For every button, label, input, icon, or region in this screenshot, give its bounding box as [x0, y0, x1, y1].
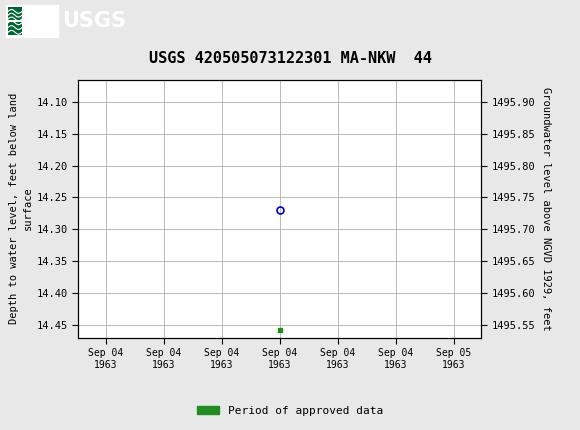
Y-axis label: Depth to water level, feet below land
surface: Depth to water level, feet below land su… — [9, 93, 32, 324]
Bar — [6, 5, 58, 37]
Text: USGS: USGS — [62, 11, 126, 31]
Bar — [8, 22, 22, 35]
Bar — [8, 6, 22, 20]
Text: USGS 420505073122301 MA-NKW  44: USGS 420505073122301 MA-NKW 44 — [148, 51, 432, 65]
Legend: Period of approved data: Period of approved data — [193, 401, 387, 420]
Y-axis label: Groundwater level above NGVD 1929, feet: Groundwater level above NGVD 1929, feet — [541, 87, 551, 330]
